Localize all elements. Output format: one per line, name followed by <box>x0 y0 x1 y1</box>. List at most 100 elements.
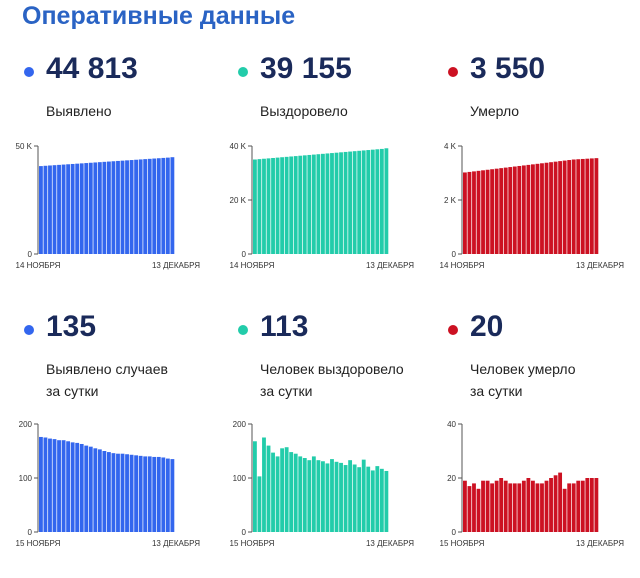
stat-panel-detected-daily: 135 Выявлено случаев за сутки 0 100 200 15 НОЯ… <box>14 308 224 578</box>
stat-panel-deaths-daily: 20 Человек умерло за сутки 0 20 40 15 НОЯБРЯ 13… <box>438 308 640 578</box>
page-title: Оперативные данные <box>22 2 296 30</box>
bar <box>61 164 66 254</box>
y-tick-label: 0 <box>242 250 247 259</box>
x-start-label: 14 НОЯБРЯ <box>16 261 61 270</box>
bar <box>93 162 98 254</box>
bar <box>84 445 89 532</box>
legend-dot <box>24 67 34 77</box>
bar <box>48 165 52 254</box>
bar <box>476 488 481 532</box>
stat-caption: Выявлено случаев за сутки <box>46 358 168 402</box>
bar <box>152 456 157 532</box>
bar <box>512 166 517 254</box>
bar <box>485 169 490 254</box>
y-tick-label: 0 <box>28 528 33 537</box>
stat-caption-line: Человек умерло <box>470 361 576 377</box>
stat-caption-line: Выявлено <box>46 103 112 119</box>
y-tick-label: 50 K <box>16 142 33 151</box>
bar <box>384 148 389 254</box>
bar <box>321 461 325 532</box>
bar <box>325 153 330 254</box>
bar <box>116 160 120 254</box>
bar <box>111 453 116 532</box>
bar <box>284 447 289 532</box>
bar <box>375 466 380 532</box>
bar <box>75 442 80 532</box>
bar <box>384 470 389 532</box>
bar <box>138 159 143 254</box>
bar <box>170 157 175 254</box>
bar <box>70 163 75 254</box>
bar <box>339 462 343 532</box>
y-tick-label: 0 <box>242 528 247 537</box>
bar <box>481 170 485 254</box>
bar <box>138 455 143 532</box>
bar <box>357 467 362 532</box>
stat-panel-recovered: 39 155 Выздоровело 0 20 K 40 K 14 НОЯБРЯ 13 ДЕ… <box>228 50 438 320</box>
bar <box>321 153 325 254</box>
bar <box>165 157 170 254</box>
y-tick-label: 0 <box>452 528 457 537</box>
bar <box>116 453 120 532</box>
bar <box>544 480 549 532</box>
stat-caption-line: Выявлено случаев <box>46 361 168 377</box>
bar <box>325 463 330 532</box>
y-tick-label: 200 <box>19 420 33 429</box>
bar <box>66 441 71 532</box>
stat-value: 135 <box>46 310 97 343</box>
bar <box>311 456 316 532</box>
bar <box>521 165 526 254</box>
bar <box>262 158 266 254</box>
bar <box>147 158 152 254</box>
bar <box>311 154 316 254</box>
bar <box>558 161 563 254</box>
bar <box>553 475 558 532</box>
bar <box>463 480 467 532</box>
bar <box>262 437 266 532</box>
y-tick-label: 100 <box>19 474 33 483</box>
stat-panel-detected: 44 813 Выявлено 0 50 K 14 НОЯБРЯ 13 ДЕКАБРЯ <box>14 50 224 320</box>
bar <box>129 454 134 532</box>
bar <box>521 480 526 532</box>
bar <box>370 149 375 254</box>
bar <box>316 154 321 254</box>
bar <box>472 171 476 254</box>
bar <box>88 446 93 532</box>
legend-dot <box>24 325 34 335</box>
bar <box>361 150 366 254</box>
bar <box>170 459 175 532</box>
bar <box>562 160 567 254</box>
bar <box>280 448 285 532</box>
bar <box>271 452 275 532</box>
bar <box>375 149 380 254</box>
bar <box>257 476 262 532</box>
bar <box>298 456 303 532</box>
bar <box>594 478 599 532</box>
bar <box>343 465 348 532</box>
bar <box>284 156 289 254</box>
bar <box>280 157 285 254</box>
bar <box>531 164 535 254</box>
bar <box>512 483 517 532</box>
bar <box>339 152 343 254</box>
stat-panel-deaths: 3 550 Умерло 0 2 K 4 K 14 НОЯБРЯ 13 ДЕКАБРЯ <box>438 50 640 320</box>
bar-chart-deaths-daily: 0 20 40 15 НОЯБРЯ 13 ДЕКАБРЯ <box>440 420 625 548</box>
bar <box>330 459 334 532</box>
x-start-label: 14 НОЯБРЯ <box>440 261 485 270</box>
bar <box>472 483 476 532</box>
bar <box>576 480 581 532</box>
bar <box>125 160 129 254</box>
bar <box>156 456 161 532</box>
bar <box>490 169 495 254</box>
legend-dot <box>448 67 458 77</box>
bar <box>134 159 139 254</box>
bar <box>79 443 84 532</box>
bar <box>52 439 57 532</box>
bar <box>499 168 504 254</box>
bar <box>75 163 80 254</box>
x-end-label: 13 ДЕКАБРЯ <box>366 261 414 270</box>
bar <box>517 165 522 254</box>
stat-caption: Человек умерло за сутки <box>470 358 576 402</box>
bar <box>366 150 371 254</box>
bar <box>348 460 353 532</box>
